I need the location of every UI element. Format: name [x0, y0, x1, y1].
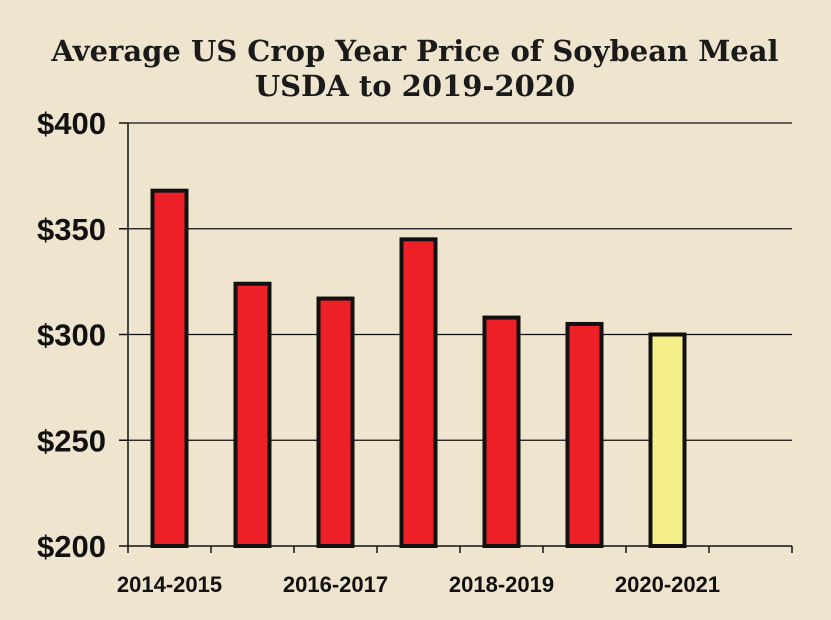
y-tick-label: $250	[37, 423, 106, 458]
y-tick-label: $350	[37, 212, 106, 247]
x-tick-label: 2020-2021	[615, 572, 720, 597]
x-tick-label: 2018-2019	[449, 572, 554, 597]
y-tick-labels: $200 $250 $300 $350 $400	[37, 106, 106, 564]
bars	[150, 188, 687, 549]
x-tick-label: 2016-2017	[283, 572, 388, 597]
x-tick-labels: 2014-2015 2016-2017 2018-2019 2020-2021	[117, 572, 720, 597]
bar-2020-2021	[648, 332, 687, 548]
bar-2017-2018	[399, 237, 438, 548]
chart-title-line-1: Average US Crop Year Price of Soybean Me…	[50, 34, 778, 68]
gridlines	[128, 122, 792, 441]
y-tick-label: $300	[37, 318, 106, 353]
bar-2014-2015	[150, 188, 189, 548]
chart-title-line-2: USDA to 2019-2020	[255, 69, 575, 103]
bar-2015-2016	[233, 281, 272, 548]
bar-2018-2019	[482, 315, 521, 548]
y-tick-label: $400	[37, 106, 106, 141]
y-tick-label: $200	[37, 529, 106, 564]
bar-2016-2017	[316, 296, 355, 549]
bar-2019-2020	[565, 321, 604, 548]
x-tick-label: 2014-2015	[117, 572, 222, 597]
axes	[119, 122, 793, 553]
